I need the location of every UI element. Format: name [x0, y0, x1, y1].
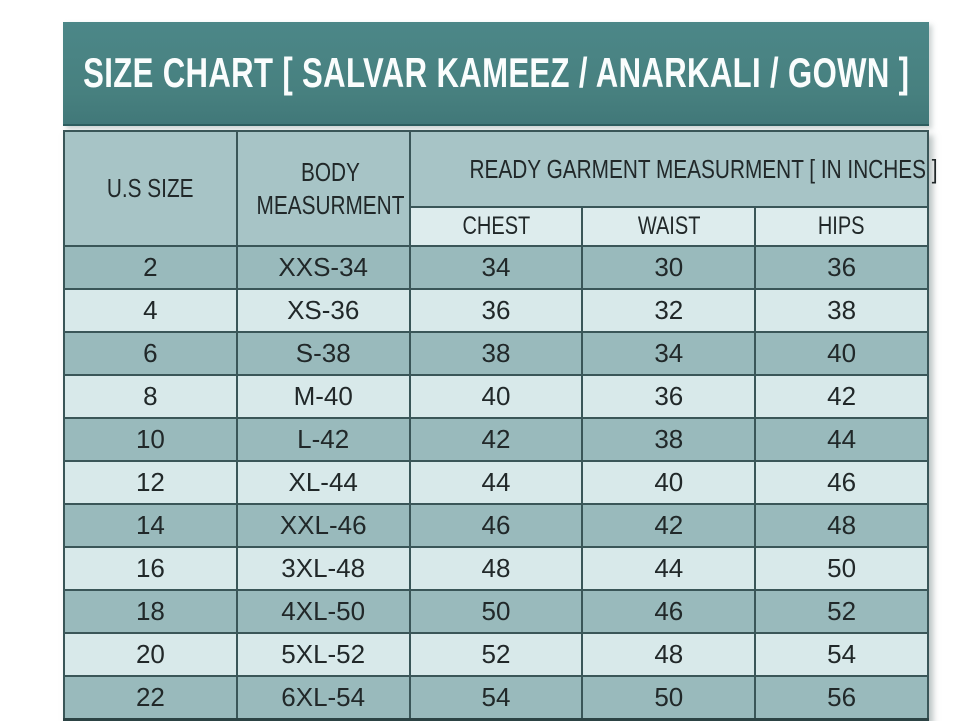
col-header-body-measurement: BODY MEASURMENT: [235, 130, 411, 247]
us-size-cell: 14: [63, 503, 238, 548]
us-size-cell: 2: [63, 245, 238, 290]
chest-cell: 40: [408, 374, 584, 419]
waist-cell: 34: [581, 331, 757, 376]
body-measurement-cell: XS-36: [235, 288, 411, 333]
ready-garment-label: READY GARMENT MEASURMENT [ IN INCHES ]: [469, 153, 938, 184]
waist-cell: 32: [581, 288, 757, 333]
hips-cell: 48: [754, 503, 929, 548]
size-table: U.S SIZE BODY MEASURMENT READY GARMENT M…: [63, 130, 937, 721]
table-row: 6 S-38 38 34 40: [63, 331, 929, 376]
hips-cell: 36: [754, 245, 929, 290]
table-row: 8 M-40 40 36 42: [63, 374, 929, 419]
chest-label: CHEST: [462, 212, 530, 240]
us-size-cell: 10: [63, 417, 238, 462]
chest-cell: 42: [408, 417, 584, 462]
hips-cell: 54: [754, 632, 929, 677]
hips-cell: 44: [754, 417, 929, 462]
hips-cell: 56: [754, 675, 929, 721]
us-size-cell: 20: [63, 632, 238, 677]
body-measurement-cell: 4XL-50: [235, 589, 411, 634]
body-measurement-cell: XXL-46: [235, 503, 411, 548]
us-size-cell: 22: [63, 675, 238, 721]
body-measurement-cell: 5XL-52: [235, 632, 411, 677]
table-row: 22 6XL-54 54 50 56: [63, 675, 929, 721]
hips-cell: 50: [754, 546, 929, 591]
us-size-cell: 12: [63, 460, 238, 505]
body-measurement-cell: L-42: [235, 417, 411, 462]
chest-cell: 38: [408, 331, 584, 376]
chest-cell: 44: [408, 460, 584, 505]
hips-cell: 46: [754, 460, 929, 505]
size-table-header: U.S SIZE BODY MEASURMENT READY GARMENT M…: [63, 130, 937, 247]
waist-cell: 36: [581, 374, 757, 419]
waist-cell: 38: [581, 417, 757, 462]
col-header-us-size: U.S SIZE: [63, 130, 238, 247]
waist-cell: 50: [581, 675, 757, 721]
table-row: 4 XS-36 36 32 38: [63, 288, 929, 333]
hips-cell: 42: [754, 374, 929, 419]
hips-label: HIPS: [818, 212, 865, 240]
size-chart-page: SIZE CHART [ SALVAR KAMEEZ / ANARKALI / …: [63, 22, 937, 721]
waist-cell: 42: [581, 503, 757, 548]
waist-label: WAIST: [637, 212, 701, 240]
body-measurement-cell: XL-44: [235, 460, 411, 505]
chest-cell: 34: [408, 245, 584, 290]
body-measurement-cell: 6XL-54: [235, 675, 411, 721]
us-size-label: U.S SIZE: [107, 173, 194, 203]
hips-cell: 38: [754, 288, 929, 333]
hips-cell: 52: [754, 589, 929, 634]
us-size-cell: 16: [63, 546, 238, 591]
table-row: 14 XXL-46 46 42 48: [63, 503, 929, 548]
body-measurement-cell: 3XL-48: [235, 546, 411, 591]
chest-cell: 36: [408, 288, 584, 333]
table-row: 2 XXS-34 34 30 36: [63, 245, 929, 290]
col-header-hips: HIPS: [754, 206, 929, 247]
table-row: 18 4XL-50 50 46 52: [63, 589, 929, 634]
chest-cell: 52: [408, 632, 584, 677]
us-size-cell: 4: [63, 288, 238, 333]
us-size-cell: 8: [63, 374, 238, 419]
header-row-sub: CHEST WAIST HIPS: [64, 206, 929, 247]
title-bar: SIZE CHART [ SALVAR KAMEEZ / ANARKALI / …: [63, 22, 929, 126]
table-row: 12 XL-44 44 40 46: [63, 460, 929, 505]
us-size-cell: 6: [63, 331, 238, 376]
col-header-waist: WAIST: [581, 206, 757, 247]
chest-cell: 50: [408, 589, 584, 634]
table-row: 16 3XL-48 48 44 50: [63, 546, 929, 591]
chest-cell: 46: [408, 503, 584, 548]
waist-cell: 46: [581, 589, 757, 634]
page-title: SIZE CHART [ SALVAR KAMEEZ / ANARKALI / …: [82, 49, 910, 96]
table-row: 20 5XL-52 52 48 54: [63, 632, 929, 677]
table-row: 10 L-42 42 38 44: [63, 417, 929, 462]
chest-cell: 48: [408, 546, 584, 591]
chest-cell: 54: [408, 675, 584, 721]
size-table-body: 2 XXS-34 34 30 36 4 XS-36 36 32 38 6 S-38 38 34 40 8 M-4…: [63, 245, 929, 721]
waist-cell: 30: [581, 245, 757, 290]
body-measurement-cell: M-40: [235, 374, 411, 419]
col-header-ready-garment: READY GARMENT MEASURMENT [ IN INCHES ]: [408, 130, 937, 208]
body-measurement-cell: XXS-34: [235, 245, 411, 290]
us-size-cell: 18: [63, 589, 238, 634]
body-measurement-cell: S-38: [235, 331, 411, 376]
waist-cell: 48: [581, 632, 757, 677]
waist-cell: 44: [581, 546, 757, 591]
col-header-chest: CHEST: [408, 206, 584, 247]
hips-cell: 40: [754, 331, 929, 376]
body-measurement-label: BODY MEASURMENT: [256, 157, 405, 220]
waist-cell: 40: [581, 460, 757, 505]
header-row-main: U.S SIZE BODY MEASURMENT READY GARMENT M…: [63, 130, 937, 247]
